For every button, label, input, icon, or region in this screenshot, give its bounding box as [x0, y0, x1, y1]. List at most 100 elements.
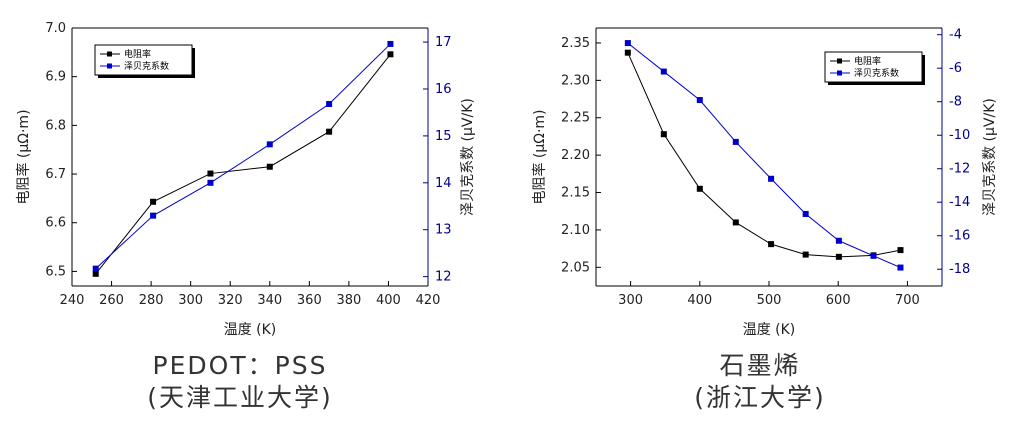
data-point — [207, 179, 214, 186]
data-point — [150, 198, 157, 205]
x-tick-label: 380 — [336, 293, 361, 308]
y2-axis-label: 泽贝克系数 (μV/K) — [982, 98, 998, 216]
x-tick-label: 500 — [757, 293, 782, 308]
data-point — [326, 128, 333, 135]
y-tick-label: 2.25 — [561, 111, 590, 126]
data-point — [624, 49, 631, 56]
data-point — [768, 175, 775, 182]
data-point — [387, 51, 394, 58]
series-line-seebeck — [95, 43, 391, 270]
y-tick-label: 2.05 — [561, 260, 590, 275]
x-tick-label: 360 — [297, 293, 322, 308]
x-tick-label: 400 — [376, 293, 401, 308]
legend-label: 电阻率 — [124, 48, 151, 60]
data-point — [207, 170, 214, 177]
legend-label: 电阻率 — [854, 55, 881, 67]
x-tick-label: 600 — [826, 293, 851, 308]
data-point — [732, 138, 739, 145]
y-tick-label: 2.15 — [561, 186, 590, 201]
x-tick-label: 420 — [416, 293, 441, 308]
x-tick-label: 260 — [99, 293, 124, 308]
y-tick-label: 6.6 — [45, 216, 66, 231]
data-point — [150, 212, 157, 219]
y-tick-label: 7.0 — [45, 21, 66, 36]
y-tick-label: 2.10 — [561, 223, 590, 238]
x-tick-label: 300 — [178, 293, 203, 308]
data-point — [266, 141, 273, 148]
x-tick-label: 340 — [257, 293, 282, 308]
y2-tick-label: -10 — [949, 128, 970, 143]
x-axis-label: 温度 (K) — [224, 322, 277, 338]
y-tick-label: 6.8 — [45, 118, 66, 133]
data-point — [835, 237, 842, 244]
chart-right: 300 400 500 600 700 2.05 2.10 2.15 2.20 2.25 2.30 2… — [531, 27, 998, 338]
y-axis-label: 电阻率 (μΩ·m) — [531, 109, 548, 204]
y2-tick-label: 17 — [435, 35, 452, 50]
y2-tick-label: 13 — [435, 223, 452, 238]
data-point — [266, 163, 273, 170]
y-tick-label: 2.20 — [561, 148, 590, 163]
legend-marker — [107, 51, 112, 57]
y2-tick-label: -14 — [949, 195, 970, 210]
y-tick-label: 6.9 — [45, 70, 66, 85]
y2-axis-label: 泽贝克系数 (μV/K) — [460, 98, 476, 216]
data-point — [897, 264, 904, 271]
data-point — [802, 251, 809, 258]
data-point — [696, 97, 703, 104]
y2-tick-label: -16 — [949, 229, 970, 244]
x-tick-label: 240 — [60, 293, 85, 308]
data-point — [835, 253, 842, 260]
y2-tick-label: 15 — [435, 129, 452, 144]
caption-right-institution: (浙江大学) — [694, 383, 826, 412]
y2-tick-label: 14 — [435, 176, 452, 191]
data-point — [660, 68, 667, 75]
legend-box — [94, 44, 193, 76]
y-tick-label: 6.7 — [45, 167, 66, 182]
x-tick-label: 400 — [687, 293, 712, 308]
y-tick-label: 2.30 — [561, 73, 590, 88]
data-point — [624, 40, 631, 47]
x-tick-label: 320 — [218, 293, 243, 308]
data-point — [732, 219, 739, 226]
data-point — [387, 40, 394, 47]
legend-marker — [837, 58, 842, 64]
caption-right: 石墨烯 (浙江大学) — [610, 350, 910, 414]
chart-left: 240 260 280 300 320 340 360 380 400 420 6.5 6.6 6.7 6… — [15, 21, 476, 338]
caption-left-title: PEDOT：PSS — [152, 351, 328, 380]
data-point — [92, 265, 99, 272]
y2-tick-label: -8 — [949, 95, 962, 110]
caption-left-institution: (天津工业大学) — [147, 383, 333, 412]
data-point — [660, 131, 667, 138]
y-axis-label: 电阻率 (μΩ·m) — [15, 109, 32, 204]
legend-label: 泽贝克系数 — [854, 67, 899, 79]
x-axis-label: 温度 (K) — [743, 322, 796, 338]
data-point — [768, 241, 775, 248]
data-point — [802, 210, 809, 217]
y2-tick-label: 16 — [435, 82, 452, 97]
y-tick-label: 6.5 — [45, 264, 66, 279]
x-tick-label: 300 — [618, 293, 643, 308]
data-point — [696, 185, 703, 192]
y2-tick-label: -18 — [949, 262, 970, 277]
caption-left: PEDOT：PSS (天津工业大学) — [90, 350, 390, 414]
caption-right-title: 石墨烯 — [719, 351, 801, 380]
y2-tick-label: -6 — [949, 61, 962, 76]
y2-tick-label: -12 — [949, 162, 970, 177]
x-tick-label: 280 — [139, 293, 164, 308]
data-point — [870, 252, 877, 259]
series-line-resistivity — [95, 53, 391, 275]
legend-marker — [107, 63, 112, 69]
legend-marker — [837, 70, 842, 76]
data-point — [897, 247, 904, 254]
x-tick-label: 700 — [895, 293, 920, 308]
legend-box — [824, 51, 923, 83]
legend-label: 泽贝克系数 — [124, 60, 169, 72]
data-point — [92, 270, 99, 277]
data-point — [326, 100, 333, 107]
y-tick-label: 2.35 — [561, 36, 590, 51]
y2-tick-label: 12 — [435, 270, 452, 285]
y2-tick-label: -4 — [949, 28, 962, 43]
